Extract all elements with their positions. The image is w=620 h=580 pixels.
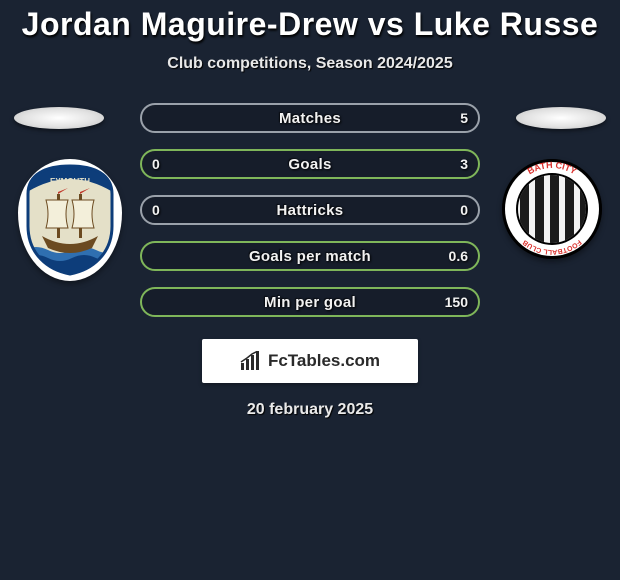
stat-label: Matches bbox=[279, 110, 341, 127]
source-badge[interactable]: FcTables.com bbox=[202, 339, 418, 383]
club-crest-left: EYMOUTH bbox=[18, 159, 122, 281]
stat-row-matches: Matches 5 bbox=[140, 103, 480, 133]
halo-left bbox=[14, 107, 104, 129]
stat-row-goals: 0 Goals 3 bbox=[140, 149, 480, 179]
stat-row-goals-per-match: Goals per match 0.6 bbox=[140, 241, 480, 271]
comparison-card: Jordan Maguire-Drew vs Luke Russe Club c… bbox=[0, 0, 620, 580]
source-badge-text: FcTables.com bbox=[268, 351, 380, 371]
page-subtitle: Club competitions, Season 2024/2025 bbox=[167, 55, 452, 73]
bath-city-crest-icon: BATH CITY FOOTBALL CLUB bbox=[502, 159, 602, 259]
stat-bars: Matches 5 0 Goals 3 0 Hattricks 0 Goals … bbox=[140, 103, 480, 317]
stat-right-value: 0 bbox=[460, 202, 468, 218]
comparison-arena: EYMOUTH bbox=[0, 103, 620, 317]
stat-right-value: 0.6 bbox=[449, 248, 468, 264]
club-crest-right: BATH CITY FOOTBALL CLUB bbox=[502, 159, 602, 259]
stat-label: Min per goal bbox=[264, 294, 356, 311]
stat-right-value: 150 bbox=[445, 294, 468, 310]
halo-right bbox=[516, 107, 606, 129]
svg-text:EYMOUTH: EYMOUTH bbox=[50, 177, 90, 186]
stat-left-value: 0 bbox=[152, 202, 160, 218]
stat-right-value: 3 bbox=[460, 156, 468, 172]
barchart-icon bbox=[240, 351, 262, 371]
stat-label: Goals bbox=[288, 156, 331, 173]
footer-date: 20 february 2025 bbox=[247, 401, 373, 419]
stat-row-min-per-goal: Min per goal 150 bbox=[140, 287, 480, 317]
stat-label: Hattricks bbox=[277, 202, 344, 219]
stat-row-hattricks: 0 Hattricks 0 bbox=[140, 195, 480, 225]
stat-right-value: 5 bbox=[460, 110, 468, 126]
weymouth-crest-icon: EYMOUTH bbox=[24, 164, 116, 276]
page-title: Jordan Maguire-Drew vs Luke Russe bbox=[22, 6, 599, 43]
stat-left-value: 0 bbox=[152, 156, 160, 172]
stat-label: Goals per match bbox=[249, 248, 371, 265]
